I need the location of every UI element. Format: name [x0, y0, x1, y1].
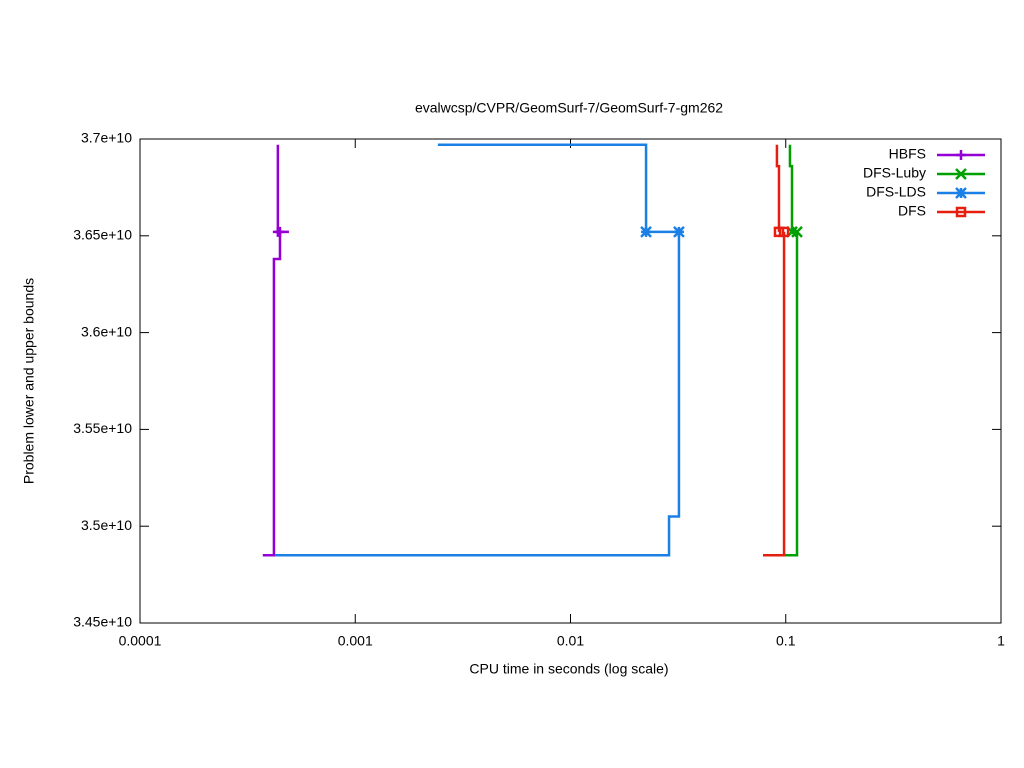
- x-tick-label: 0.01: [557, 633, 584, 649]
- point-marker: [640, 226, 652, 238]
- legend-marker: [955, 187, 967, 199]
- y-tick-label: 3.55e+10: [73, 420, 132, 436]
- chart-title: evalwcsp/CVPR/GeomSurf-7/GeomSurf-7-gm26…: [415, 100, 723, 116]
- y-tick-label: 3.6e+10: [81, 323, 132, 339]
- legend-label: DFS: [898, 203, 926, 219]
- y-axis-label: Problem lower and upper bounds: [21, 278, 37, 484]
- x-tick-label: 0.1: [776, 633, 796, 649]
- series-line: [275, 143, 681, 557]
- y-tick-label: 3.45e+10: [73, 614, 132, 630]
- point-marker: [274, 226, 285, 237]
- point-marker: [791, 226, 803, 238]
- legend-marker: [956, 150, 966, 160]
- x-tick-label: 1: [997, 633, 1005, 649]
- legend-label: DFS-LDS: [866, 184, 926, 200]
- point-marker: [778, 226, 790, 238]
- series-line: [262, 144, 289, 557]
- legend-marker: [955, 206, 967, 218]
- legend-marker: [955, 168, 967, 180]
- y-tick-label: 3.5e+10: [81, 517, 132, 533]
- plot-border: [139, 138, 1002, 624]
- series-line: [784, 144, 799, 557]
- point-marker: [673, 226, 685, 238]
- legend-label: DFS-Luby: [863, 165, 926, 181]
- legend-label: HBFS: [889, 146, 926, 162]
- x-tick-label: 0.0001: [119, 633, 162, 649]
- y-tick-label: 3.65e+10: [73, 227, 132, 243]
- series-line: [763, 144, 786, 557]
- x-axis-label: CPU time in seconds (log scale): [469, 661, 668, 677]
- x-tick-label: 0.001: [338, 633, 373, 649]
- y-tick-label: 3.7e+10: [81, 130, 132, 146]
